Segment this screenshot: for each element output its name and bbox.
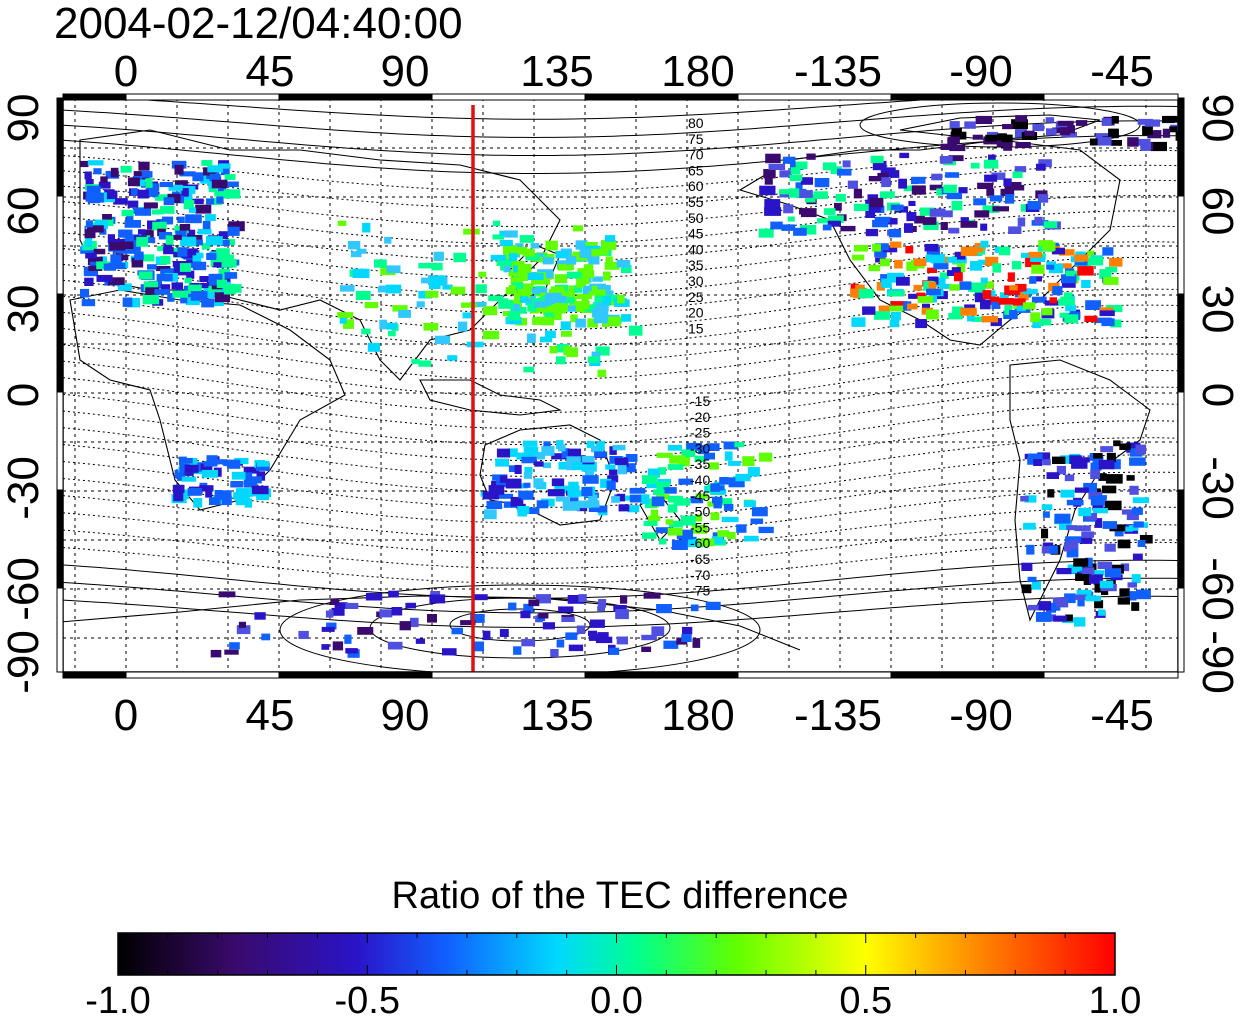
top-axis-label: -90 <box>949 47 1013 96</box>
bottom-axis-label: 45 <box>246 691 295 740</box>
svg-text:25: 25 <box>688 289 704 305</box>
left-axis-labels: 90 60 30 0 -30 -60 -90 <box>0 94 48 694</box>
colorbar-tick-label: 0.5 <box>839 980 893 1022</box>
right-axis-labels: 90 60 30 0 -30 -60 -90 <box>1193 94 1240 694</box>
svg-text:45: 45 <box>688 226 704 242</box>
top-axis-label: -45 <box>1090 47 1154 96</box>
left-axis-label: -90 <box>0 630 48 694</box>
svg-text:-20: -20 <box>690 409 710 425</box>
svg-text:-15: -15 <box>690 393 710 409</box>
svg-text:-40: -40 <box>690 472 710 488</box>
colorbar-title: Ratio of the TEC difference <box>391 875 849 917</box>
svg-text:50: 50 <box>688 210 704 226</box>
colorbar-ticks <box>117 933 1116 975</box>
left-axis-label: -30 <box>0 456 48 520</box>
svg-text:65: 65 <box>688 162 704 178</box>
svg-text:-35: -35 <box>690 456 710 472</box>
bottom-axis-label: 90 <box>381 691 430 740</box>
svg-text:55: 55 <box>688 194 704 210</box>
svg-text:20: 20 <box>688 305 704 321</box>
left-axis-label: 0 <box>0 383 48 407</box>
right-axis-label: 30 <box>1193 285 1240 334</box>
top-axis-label: 135 <box>520 47 593 96</box>
bottom-axis-label: -135 <box>794 691 882 740</box>
colorbar-tick-label: -0.5 <box>334 980 400 1022</box>
svg-text:80: 80 <box>688 115 704 131</box>
svg-text:-70: -70 <box>690 567 710 583</box>
svg-text:-65: -65 <box>690 551 710 567</box>
right-axis-label: -60 <box>1193 557 1240 621</box>
svg-text:-25: -25 <box>690 425 710 441</box>
bottom-axis-label: 135 <box>520 691 593 740</box>
grid <box>63 98 1178 672</box>
colorbar-tick-label: 1.0 <box>1088 980 1142 1022</box>
top-axis-label: 90 <box>381 47 430 96</box>
svg-text:-50: -50 <box>690 504 710 520</box>
axis-bands <box>56 93 1185 679</box>
right-axis-label: 0 <box>1193 383 1240 407</box>
right-axis-label: 90 <box>1193 94 1240 143</box>
bottom-axis-label: -45 <box>1090 691 1154 740</box>
svg-text:-75: -75 <box>690 583 710 599</box>
colorbar-tick-label: -1.0 <box>85 980 151 1022</box>
top-axis-label: -135 <box>794 47 882 96</box>
svg-text:35: 35 <box>688 257 704 273</box>
top-axis-labels: 0 45 90 135 180 -135 -90 -45 <box>114 47 1154 96</box>
right-axis-label: -30 <box>1193 456 1240 520</box>
svg-text:-30: -30 <box>690 440 710 456</box>
svg-text:-55: -55 <box>690 519 710 535</box>
bottom-axis-label: 0 <box>114 691 138 740</box>
svg-text:15: 15 <box>688 320 704 336</box>
right-axis-label: 60 <box>1193 187 1240 236</box>
map-title: 2004-02-12/04:40:00 <box>54 0 463 48</box>
top-axis-label: 180 <box>661 47 734 96</box>
bottom-axis-labels: 0 45 90 135 180 -135 -90 -45 <box>114 691 1154 740</box>
svg-text:-45: -45 <box>690 488 710 504</box>
left-axis-label: 30 <box>0 285 48 334</box>
left-axis-label: -60 <box>0 557 48 621</box>
svg-text:60: 60 <box>688 178 704 194</box>
right-axis-label: -90 <box>1193 630 1240 694</box>
svg-text:30: 30 <box>688 273 704 289</box>
bottom-axis-label: -90 <box>949 691 1013 740</box>
left-axis-label: 60 <box>0 187 48 236</box>
svg-text:40: 40 <box>688 241 704 257</box>
colorbar-tick-label: 0.0 <box>590 980 643 1022</box>
tec-data-pixels <box>80 115 1178 658</box>
svg-text:-60: -60 <box>690 535 710 551</box>
top-axis-label: 0 <box>114 47 138 96</box>
svg-text:70: 70 <box>688 147 704 163</box>
bottom-axis-label: 180 <box>661 691 734 740</box>
svg-text:75: 75 <box>688 131 704 147</box>
top-axis-label: 45 <box>246 47 295 96</box>
left-axis-label: 90 <box>0 94 48 143</box>
